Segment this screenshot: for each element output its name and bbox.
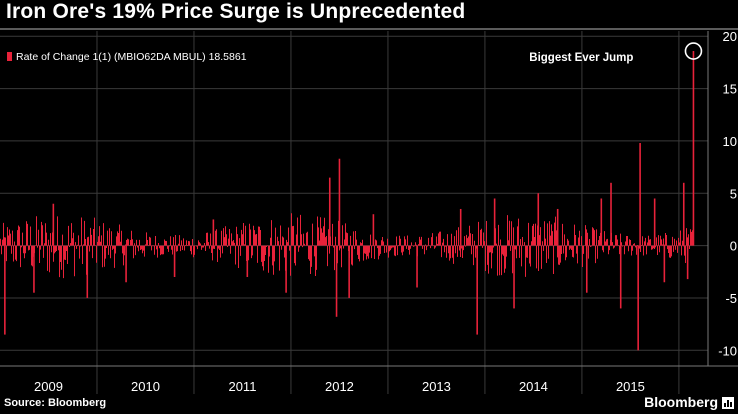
chart-title: Iron Ore's 19% Price Surge is Unpreceden…: [6, 0, 466, 23]
legend-label: Rate of Change 1(1) (MBIO62DA MBUL) 18.5…: [16, 51, 247, 63]
y-tick-label: -5: [725, 291, 737, 306]
x-tick-label: 2015: [616, 379, 645, 394]
bloomberg-logo-icon: [722, 397, 734, 409]
x-tick-label: 2012: [325, 379, 354, 394]
x-tick-label: 2010: [131, 379, 160, 394]
brand-name: Bloomberg: [644, 394, 718, 410]
x-tick-label: 2014: [519, 379, 548, 394]
annotation-label: Biggest Ever Jump: [529, 52, 633, 64]
x-tick-label: 2013: [422, 379, 451, 394]
x-tick-label: 2009: [34, 379, 63, 394]
title-divider: [0, 28, 738, 30]
annotation-circle: [684, 42, 703, 60]
legend-swatch: [7, 52, 12, 61]
y-tick-label: 0: [730, 239, 737, 254]
x-tick-label: 2011: [228, 379, 256, 394]
y-tick-label: 20: [723, 30, 737, 44]
y-tick-label: 15: [723, 82, 737, 97]
y-tick-label: 5: [730, 186, 737, 201]
y-tick-label: 10: [723, 134, 737, 149]
source-note: Source: Bloomberg: [4, 397, 107, 409]
y-tick-label: -10: [718, 343, 737, 358]
